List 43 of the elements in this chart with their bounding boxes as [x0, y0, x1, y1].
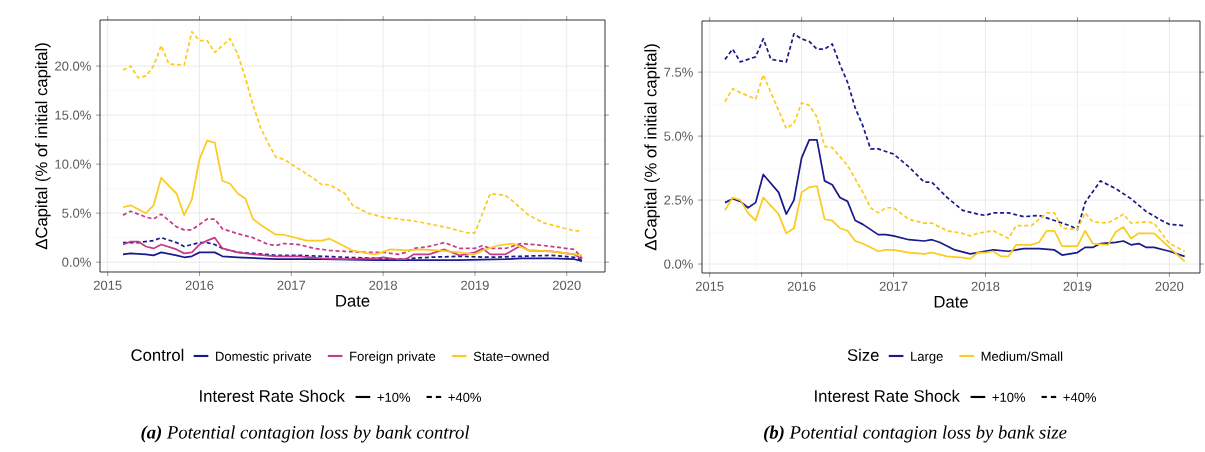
x-axis-title: Date [336, 295, 370, 307]
y-tick-label: 15.0% [55, 110, 91, 120]
x-tick-label: 2020 [552, 280, 581, 290]
legend-label: Large [911, 351, 943, 364]
legend-label: Medium/Small [981, 351, 1063, 361]
legend-title: Control [131, 348, 184, 361]
x-axis-title: Date [934, 296, 968, 308]
y-tick-label: 2.5% [664, 195, 693, 205]
x-tick-label: 2020 [1155, 281, 1184, 291]
text: +10% [377, 392, 411, 402]
text: +40% [448, 392, 482, 402]
y-tick-label: 0.0% [664, 259, 693, 269]
x-tick-label: 2018 [369, 280, 398, 290]
y-tick-label: 5.0% [664, 131, 693, 141]
text: (b) Potential contagion loss by bank size [764, 425, 1067, 443]
y-tick-label: 10.0% [55, 159, 91, 169]
text: +40% [1063, 392, 1096, 402]
y-axis-title: ΔCapital (% of initial capital) [35, 43, 51, 250]
y-tick-label: 7.5% [664, 67, 693, 77]
legend-label: Domestic private [216, 351, 312, 364]
text: Interest Rate Shock [200, 389, 345, 402]
x-tick-label: 2019 [1063, 281, 1092, 291]
x-tick-label: 2016 [185, 280, 214, 290]
legend-label: Foreign private [350, 351, 436, 364]
line-series [122, 139, 583, 257]
legend-title: Size [847, 348, 879, 361]
y-axis-title: ΔCapital (% of initial capital) [644, 44, 660, 251]
line-series [724, 32, 1186, 231]
text: +10% [992, 392, 1026, 402]
text: (a) Potential contagion loss by bank control [141, 425, 470, 443]
x-tick-label: 2016 [787, 281, 816, 291]
y-tick-label: 20.0% [55, 61, 91, 71]
x-tick-label: 2019 [461, 280, 489, 290]
text: Interest Rate Shock [815, 389, 960, 402]
legend-label: State−owned [473, 351, 549, 361]
y-tick-label: 0.0% [62, 257, 91, 267]
y-tick-label: 5.0% [62, 208, 91, 218]
x-tick-label: 2017 [879, 281, 908, 291]
x-tick-label: 2015 [695, 281, 724, 291]
line-series [724, 139, 1186, 258]
x-tick-label: 2018 [971, 281, 1000, 291]
x-tick-label: 2015 [93, 280, 122, 290]
x-tick-label: 2017 [277, 280, 306, 290]
